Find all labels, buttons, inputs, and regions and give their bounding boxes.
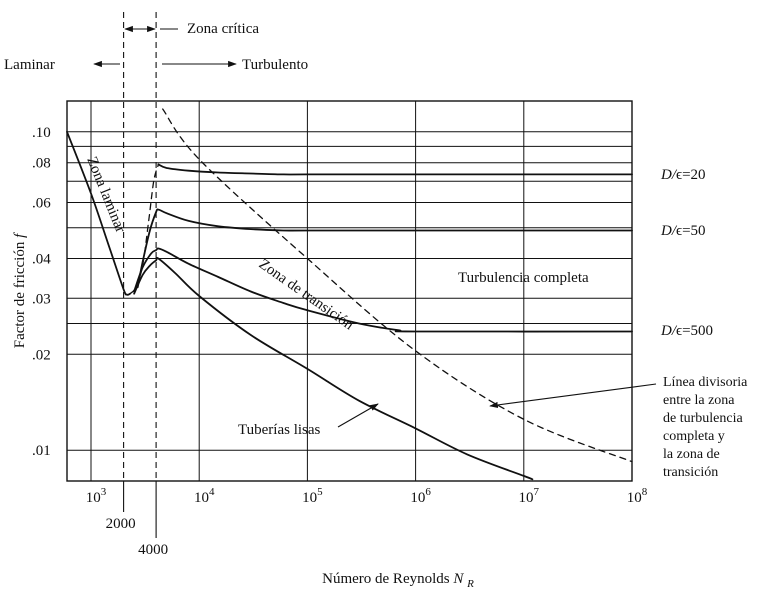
x-axis-label-text: Número de Reynolds xyxy=(322,571,450,587)
divider-note: Línea divisoria entre la zona de turbule… xyxy=(663,375,751,480)
annotation-transition-zone: Zona de transición xyxy=(256,256,357,333)
divider-note-arrow xyxy=(489,383,657,409)
series-line-laminar xyxy=(66,130,131,296)
y-axis-label-text: Factor de fricción xyxy=(12,241,28,348)
y-axis-symbol: f xyxy=(12,232,28,238)
series-line-smooth xyxy=(133,256,534,481)
x-tick-label-5: 105 xyxy=(302,486,323,506)
x-tick-label-8: 108 xyxy=(627,486,648,506)
divider-note-line-1: Línea divisoria xyxy=(663,375,748,390)
divider-note-line-3: de turbulencia xyxy=(663,411,743,426)
divider-note-line-6: transición xyxy=(663,465,718,480)
zone-boundary-lines xyxy=(123,12,157,538)
roughness-50-symbol: ϵ xyxy=(676,223,682,239)
annotation-laminar-zone: Zona laminar xyxy=(83,155,128,236)
x-tick-label-7: 107 xyxy=(519,486,540,506)
x-axis-subscript: R xyxy=(466,578,474,589)
series-group xyxy=(66,108,633,481)
x-tick-label-3: 103 xyxy=(86,486,107,506)
top-label-laminar: Laminar xyxy=(4,57,55,73)
roughness-500-prefix: D/ xyxy=(660,323,678,339)
series-line-rough50 xyxy=(136,208,633,289)
grid xyxy=(67,101,633,481)
x-extra-tick-label-2000: 2000 xyxy=(106,516,136,532)
y-tick-label-02: .02 xyxy=(32,347,51,363)
y-tick-label-08: .08 xyxy=(32,156,51,172)
divider-note-line-5: la zona de xyxy=(663,447,720,462)
y-tick-label-01: .01 xyxy=(32,443,51,459)
plot-frame xyxy=(66,100,633,482)
y-axis-title: Factor de fricción f xyxy=(12,232,28,348)
divider-note-line-4: completa y xyxy=(663,429,725,444)
series-line-rough20 xyxy=(157,163,633,176)
series-line-critical xyxy=(129,163,160,295)
roughness-20-prefix: D/ xyxy=(660,167,678,183)
roughness-500-suffix: =500 xyxy=(682,323,713,339)
roughness-label-500: D/ϵ=500 xyxy=(660,323,713,339)
x-tick-label-6: 106 xyxy=(410,486,431,506)
roughness-500-symbol: ϵ xyxy=(676,323,682,339)
roughness-20-suffix: =20 xyxy=(682,167,705,183)
roughness-label-50: D/ϵ=50 xyxy=(660,223,706,239)
x-extra-tick-label-4000: 4000 xyxy=(138,542,168,558)
annotation-smooth-pipes: Tuberías lisas xyxy=(238,422,321,438)
roughness-label-20: D/ϵ=20 xyxy=(660,167,706,183)
annotation-full-turbulence: Turbulencia completa xyxy=(458,270,589,286)
tick-labels: 103 104 105 106 107 108 .10 .08 .06 .04 .03 .02 .01 2… xyxy=(32,125,648,558)
roughness-50-suffix: =50 xyxy=(682,223,705,239)
x-tick-label-4: 104 xyxy=(194,486,215,506)
y-tick-label-03: .03 xyxy=(32,291,51,307)
smooth-pipes-arrow xyxy=(337,403,379,428)
series-line-rough500 xyxy=(133,247,633,333)
y-tick-label-06: .06 xyxy=(32,196,51,212)
y-tick-label-10: .10 xyxy=(32,125,51,141)
top-label-critical-zone: Zona crítica xyxy=(187,21,259,37)
y-tick-label-04: .04 xyxy=(32,252,51,268)
roughness-50-prefix: D/ xyxy=(660,223,678,239)
roughness-20-symbol: ϵ xyxy=(676,167,682,183)
divider-note-line-2: entre la zona xyxy=(663,393,735,408)
x-axis-symbol: N xyxy=(452,571,464,587)
x-axis-title: Número de Reynolds N R xyxy=(322,571,474,589)
top-label-turbulent: Turbulento xyxy=(242,57,308,73)
